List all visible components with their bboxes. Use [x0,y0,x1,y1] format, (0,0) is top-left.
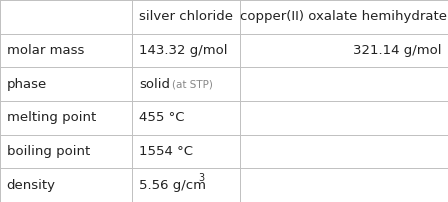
Text: solid: solid [139,78,170,91]
Text: 5.56 g/cm: 5.56 g/cm [139,179,206,192]
Text: boiling point: boiling point [7,145,90,158]
Text: melting point: melting point [7,111,96,124]
Text: 321.14 g/mol: 321.14 g/mol [353,44,441,57]
Text: phase: phase [7,78,47,91]
Text: 455 °C: 455 °C [139,111,185,124]
Text: 1554 °C: 1554 °C [139,145,193,158]
Text: 3: 3 [198,173,204,183]
Text: density: density [7,179,56,192]
Text: molar mass: molar mass [7,44,84,57]
Text: silver chloride: silver chloride [139,10,233,23]
Text: 143.32 g/mol: 143.32 g/mol [139,44,228,57]
Text: (at STP): (at STP) [172,79,213,89]
Text: copper(II) oxalate hemihydrate: copper(II) oxalate hemihydrate [240,10,448,23]
